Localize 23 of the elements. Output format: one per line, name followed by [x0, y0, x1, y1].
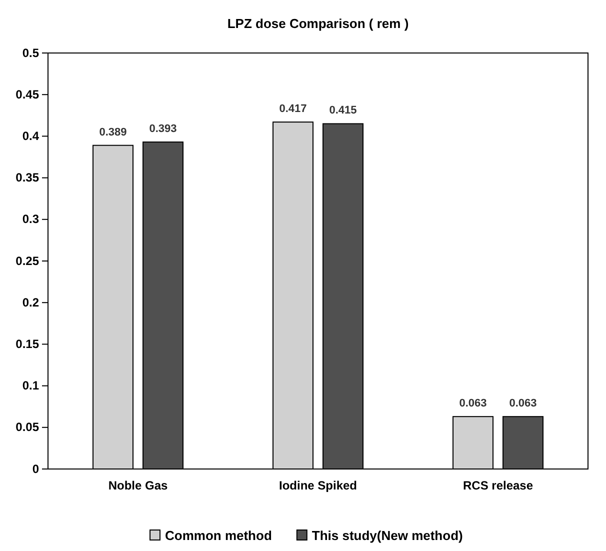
y-tick-label: 0.1 — [22, 378, 40, 393]
data-label: 0.063 — [459, 398, 487, 410]
y-tick-label: 0.4 — [22, 129, 40, 144]
legend-label: This study(New method) — [312, 528, 463, 543]
y-tick-label: 0.3 — [22, 212, 40, 226]
chart-title: LPZ dose Comparison ( rem ) — [227, 16, 409, 31]
y-tick-label: 0.5 — [22, 46, 40, 60]
x-tick-label: Noble Gas — [108, 478, 168, 493]
data-label: 0.063 — [509, 398, 537, 410]
data-label: 0.389 — [99, 126, 127, 138]
y-tick-label: 0.2 — [22, 295, 40, 310]
y-tick-label: 0.25 — [16, 254, 40, 268]
y-tick-label: 0 — [32, 462, 40, 476]
data-label: 0.417 — [279, 103, 307, 116]
x-tick-label: Iodine Spiked — [278, 478, 358, 493]
y-tick-label: 0.45 — [16, 87, 40, 102]
y-tick-label: 0.05 — [16, 420, 40, 434]
data-label: 0.393 — [149, 123, 177, 136]
x-tick-label: RCS release — [462, 478, 534, 493]
data-label: 0.415 — [329, 104, 357, 117]
y-tick-label: 0.15 — [16, 337, 40, 352]
y-tick-label: 0.35 — [16, 170, 40, 185]
legend-label: Common method — [165, 528, 272, 543]
